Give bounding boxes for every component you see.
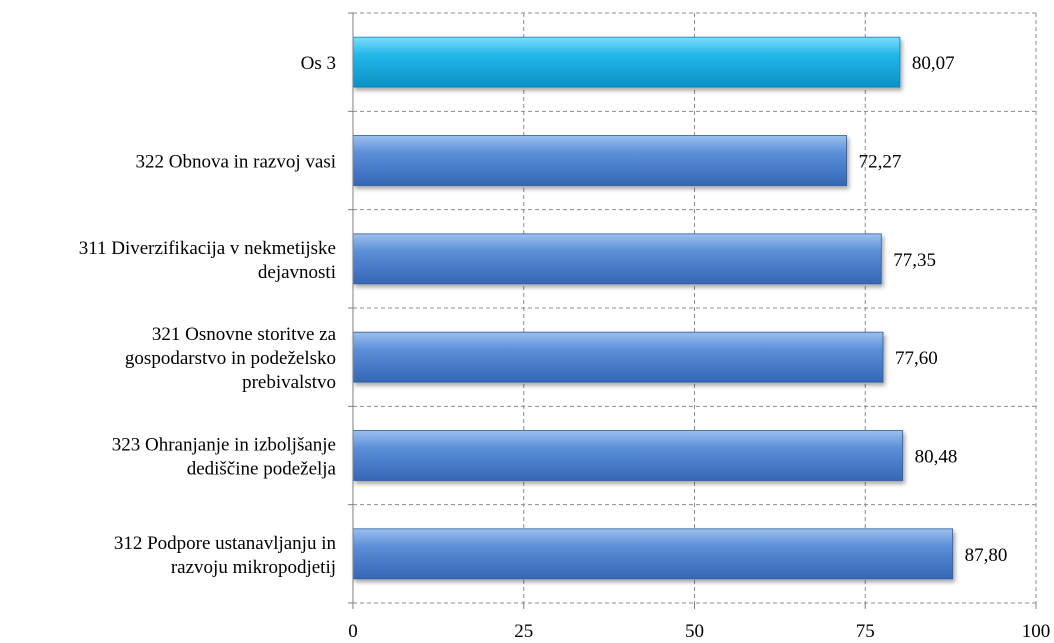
category-label-line: dediščine podeželja xyxy=(187,459,337,480)
bar xyxy=(352,331,884,383)
data-label: 72,27 xyxy=(859,152,902,173)
bar xyxy=(352,233,882,285)
category-label: 321 Osnovne storitve za gospodarstvo in p… xyxy=(125,324,337,393)
category-label: 322 Obnova in razvoj vasi xyxy=(135,152,336,173)
x-tick-label: 50 xyxy=(685,621,704,642)
grid-lines xyxy=(353,12,1037,604)
category-label-line: 322 Obnova in razvoj vasi xyxy=(135,152,336,173)
category-label-line: razvoju mikropodjetij xyxy=(171,557,336,578)
x-tick-label: 75 xyxy=(856,621,875,642)
x-tick-label: 100 xyxy=(1022,621,1051,642)
category-label-line: gospodarstvo in podeželsko xyxy=(125,348,336,369)
category-label-line: dejavnosti xyxy=(258,262,336,283)
category-label-line: 312 Podpore ustanavljanju in xyxy=(114,533,337,554)
category-label-line: 323 Ohranjanje in izboljšanje xyxy=(112,435,336,456)
data-label: 80,07 xyxy=(912,53,955,74)
category-label: Os 3 xyxy=(301,53,336,74)
category-label: 312 Podpore ustanavljanju in razvoju mikr… xyxy=(114,533,337,578)
data-label: 77,35 xyxy=(893,250,936,271)
category-label-line: 311 Diverzifikacija v nekmetijske xyxy=(79,238,336,259)
category-label-line: Os 3 xyxy=(301,53,336,74)
data-label: 77,60 xyxy=(895,348,938,369)
data-label: 80,48 xyxy=(915,447,958,468)
category-label: 323 Ohranjanje in izboljšanje dediščine p… xyxy=(112,435,337,480)
bar xyxy=(352,528,954,580)
bar xyxy=(352,36,901,88)
data-label: 87,80 xyxy=(965,545,1008,566)
bar xyxy=(352,135,848,186)
category-label: 311 Diverzifikacija v nekmetijske dejavno… xyxy=(79,238,336,283)
x-tick-label: 0 xyxy=(348,621,358,642)
axes xyxy=(348,12,1037,609)
x-tick-label: 25 xyxy=(514,621,533,642)
bar xyxy=(352,430,904,481)
labels: 80,07 Os 3 72,27 322 Obnova in razvoj vasi 7… xyxy=(79,53,1051,642)
category-label-line: prebivalstvo xyxy=(242,372,336,393)
category-label-line: 321 Osnovne storitve za xyxy=(152,324,337,345)
bars xyxy=(352,36,954,580)
